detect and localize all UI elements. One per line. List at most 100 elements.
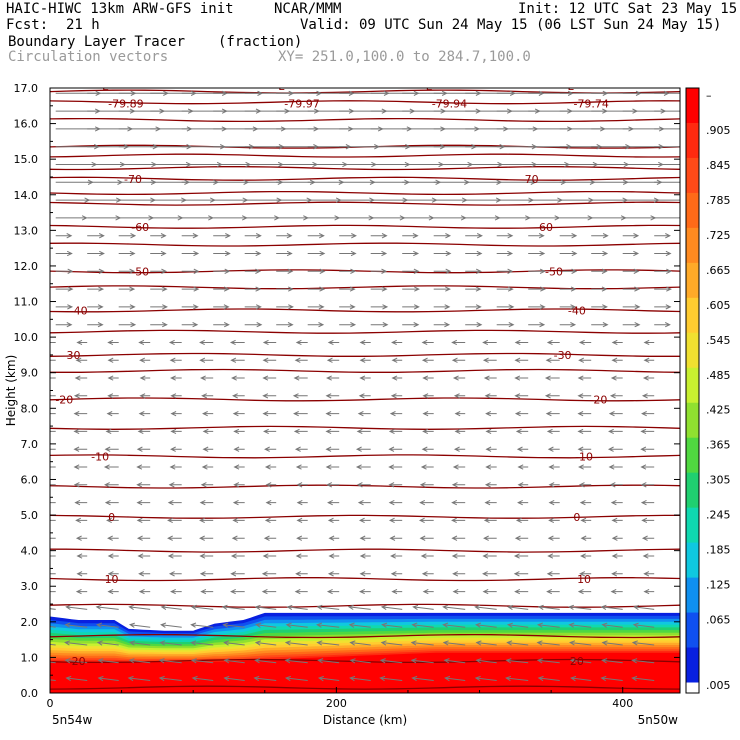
circulation-vector: [136, 446, 151, 452]
circulation-vector: [181, 304, 199, 310]
circulation-vector: [327, 499, 340, 506]
circulation-vector: [50, 413, 56, 415]
circulation-vector: [528, 286, 546, 292]
circulation-vector: [244, 197, 283, 203]
circulation-vector: [307, 286, 326, 292]
low-marker: L: [567, 80, 574, 93]
circulation-vector: [390, 553, 403, 559]
circulation-vector: [356, 482, 371, 488]
x-axis-title: Distance (km): [323, 713, 407, 727]
circulation-vector: [568, 622, 592, 628]
circulation-vector: [370, 304, 389, 310]
circulation-vector: [293, 428, 308, 435]
circulation-vector: [528, 268, 546, 274]
circulation-vector: [50, 535, 56, 541]
circulation-vector: [545, 357, 560, 363]
circulation-vector: [611, 571, 623, 577]
circulation-vector: [465, 322, 483, 328]
circulation-vector: [339, 233, 357, 239]
circulation-vector: [517, 482, 529, 488]
circulation-vector: [265, 499, 277, 506]
circulation-vector: [339, 268, 357, 274]
contour-label: -10: [91, 450, 109, 463]
circulation-vector: [422, 411, 434, 417]
circulation-vector: [381, 622, 403, 628]
circulation-vector: [213, 197, 249, 203]
circulation-vector: [359, 553, 371, 559]
circulation-vector: [118, 215, 155, 221]
circulation-vector: [50, 448, 56, 450]
circulation-vector: [536, 640, 560, 646]
circulation-vector: [451, 357, 466, 363]
circulation-vector: [150, 250, 167, 257]
circulation-vector: [264, 464, 277, 470]
circulation-vector: [76, 339, 88, 346]
circulation-vector: [433, 179, 470, 185]
temperature-contour: [50, 329, 680, 334]
circulation-vector: [442, 622, 466, 628]
circulation-vector: [107, 339, 119, 346]
circulation-vector: [609, 482, 623, 488]
circulation-vector: [199, 553, 214, 559]
circulation-vector: [641, 535, 655, 541]
temperature-contour: [50, 176, 680, 181]
circulation-vector: [483, 375, 497, 381]
circulation-vector: [355, 464, 371, 470]
circulation-vector: [64, 658, 88, 664]
contour-label: 20: [72, 655, 86, 668]
circulation-vector: [380, 604, 403, 611]
circulation-vector: [285, 622, 308, 628]
circulation-vector: [528, 322, 546, 328]
circulation-vector: [181, 179, 220, 185]
x-tick-label: 0: [47, 697, 54, 710]
circulation-vector: [255, 622, 277, 628]
circulation-vector: [349, 675, 371, 682]
circulation-vector: [50, 608, 56, 610]
circulation-vector: [295, 339, 308, 346]
circulation-vector: [611, 535, 623, 541]
circulation-vector: [485, 464, 497, 470]
circulation-vector: [262, 339, 277, 346]
circulation-vector: [65, 675, 88, 682]
circulation-vector: [357, 411, 371, 417]
circulation-vector: [244, 286, 262, 292]
circulation-vector: [74, 499, 88, 506]
contour-label: -60: [131, 221, 149, 234]
colorbar-label: .605: [706, 299, 731, 312]
contour-label: -40: [70, 304, 88, 317]
circulation-vector: [546, 428, 560, 435]
circulation-vector: [622, 215, 657, 221]
circulation-vector: [50, 377, 56, 379]
y-tick-label: 9.0: [21, 367, 39, 380]
circulation-vector: [451, 535, 466, 541]
colorbar-swatch: [686, 542, 699, 579]
colorbar-swatch: [686, 227, 699, 264]
circulation-vector: [276, 286, 294, 292]
circulation-vector: [327, 517, 340, 524]
circulation-vector: [641, 517, 655, 524]
circulation-vector: [138, 411, 151, 417]
circulation-vector: [608, 464, 623, 470]
circulation-vector: [577, 393, 592, 399]
circulation-vector: [170, 446, 182, 452]
circulation-vector: [419, 499, 434, 506]
circulation-vector: [622, 233, 640, 239]
circulation-vector: [339, 286, 356, 292]
circulation-vector: [244, 268, 262, 274]
circulation-vector: [632, 622, 655, 628]
circulation-vector: [339, 250, 357, 257]
colorbar-swatch: [686, 192, 699, 229]
circulation-vector: [506, 622, 529, 628]
circulation-vector: [496, 304, 515, 310]
circulation-vector: [87, 233, 105, 239]
circulation-vector: [254, 604, 277, 611]
circulation-vector: [167, 499, 182, 506]
contour-label: 10: [105, 573, 119, 586]
circulation-vector: [232, 517, 245, 524]
circulation-vector: [580, 535, 592, 541]
circulation-vector: [537, 675, 560, 682]
circulation-vector: [544, 393, 560, 399]
circulation-vector: [327, 339, 340, 346]
circulation-vector: [465, 161, 504, 168]
colorbar-label: .065: [706, 614, 731, 627]
